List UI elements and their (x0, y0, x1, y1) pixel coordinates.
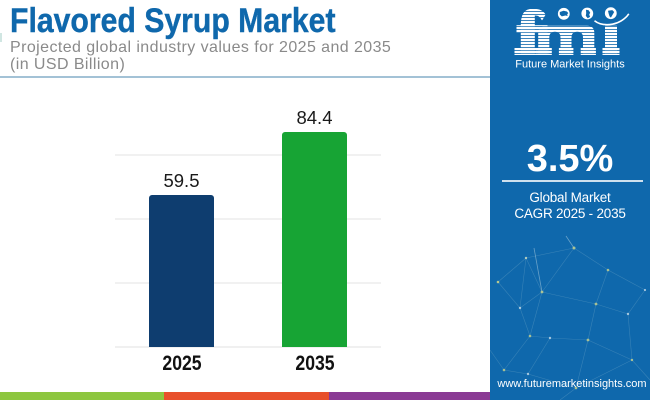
svg-text:Future Market Insights: Future Market Insights (515, 59, 625, 71)
